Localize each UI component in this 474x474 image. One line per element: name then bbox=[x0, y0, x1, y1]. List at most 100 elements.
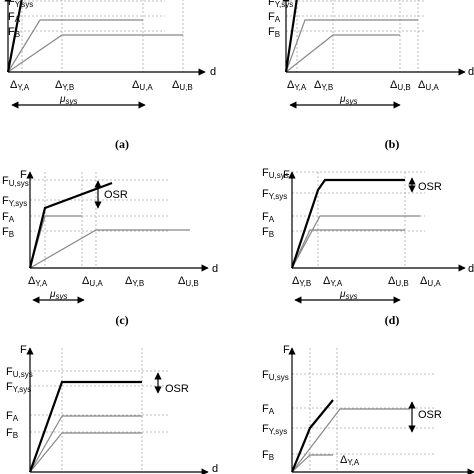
label-main: Δ bbox=[323, 275, 331, 287]
label: ΔY,A bbox=[340, 454, 360, 467]
label-main: Δ bbox=[314, 79, 322, 91]
label-main: F bbox=[8, 0, 15, 8]
label: FU,sys bbox=[262, 369, 289, 382]
label-sub: A bbox=[13, 414, 19, 423]
curve-system bbox=[290, 399, 334, 473]
curve-a bbox=[7, 19, 143, 73]
curve-b bbox=[29, 229, 190, 269]
label-sub: B bbox=[15, 30, 20, 39]
label: FB bbox=[262, 449, 274, 462]
label-main: F bbox=[268, 26, 275, 38]
curve-b bbox=[291, 229, 405, 269]
curve-a bbox=[285, 19, 418, 73]
label: ΔY,B bbox=[125, 275, 144, 288]
curve-a bbox=[291, 215, 420, 269]
label: ΔY,A bbox=[287, 79, 307, 92]
label-sub: U,A bbox=[89, 279, 103, 288]
label: μsys bbox=[49, 289, 67, 301]
curve-b bbox=[7, 34, 183, 73]
label-main: F bbox=[262, 188, 269, 200]
label-sub: Y,A bbox=[330, 279, 343, 288]
curve-b bbox=[291, 454, 333, 473]
label-sub: Y,A bbox=[347, 458, 360, 467]
label: ΔU,B bbox=[172, 79, 193, 92]
label-sub: A bbox=[269, 407, 275, 416]
label-sub: Y,sys bbox=[13, 385, 32, 394]
label-sub: Y,B bbox=[62, 83, 74, 92]
label-main: F bbox=[8, 26, 15, 38]
label-main: F bbox=[262, 449, 269, 461]
curve-system bbox=[6, 0, 23, 73]
axis-label: d bbox=[468, 66, 474, 78]
label-sub: Y,sys bbox=[269, 427, 288, 436]
label: FA bbox=[268, 11, 281, 24]
label-main: Δ bbox=[292, 275, 300, 287]
label-sub: sys bbox=[345, 97, 357, 106]
label: FA bbox=[262, 403, 275, 416]
label-sub: U,A bbox=[425, 83, 439, 92]
label-main: Δ bbox=[82, 275, 90, 287]
curve-b bbox=[29, 432, 142, 473]
label-main: F bbox=[6, 381, 13, 393]
label-sub: U,sys bbox=[9, 179, 29, 188]
label-main: μ bbox=[339, 289, 346, 300]
label-main: F bbox=[262, 226, 269, 238]
label: FY,sys bbox=[262, 188, 287, 201]
axis-label: F bbox=[20, 169, 27, 181]
label-sub: A bbox=[269, 215, 275, 224]
label-sub: A bbox=[15, 15, 21, 24]
caption: (b) bbox=[385, 137, 400, 151]
label-main: Δ bbox=[178, 275, 186, 287]
label-sub: A bbox=[9, 215, 15, 224]
label: ΔU,A bbox=[420, 275, 441, 288]
label: FB bbox=[8, 26, 20, 39]
label-sub: B bbox=[269, 230, 274, 239]
label-main: F bbox=[262, 423, 269, 435]
label-main: Δ bbox=[388, 275, 396, 287]
curve-b bbox=[285, 34, 400, 73]
label-sub: A bbox=[275, 15, 281, 24]
label: ΔY,A bbox=[10, 79, 30, 92]
label: ΔU,A bbox=[132, 79, 153, 92]
label: FY,sys bbox=[6, 381, 31, 394]
label-main: Δ bbox=[418, 79, 426, 91]
label-main: F bbox=[262, 403, 269, 415]
label-main: F bbox=[2, 175, 9, 187]
label-sub: Y,A bbox=[294, 83, 307, 92]
label-main: Δ bbox=[10, 79, 18, 91]
label: ΔY,B bbox=[292, 275, 311, 288]
curve-system bbox=[28, 181, 113, 269]
label: FA bbox=[262, 211, 275, 224]
label: ΔY,A bbox=[28, 275, 48, 288]
axis-label: d bbox=[468, 263, 474, 275]
label-sub: Y,A bbox=[17, 83, 30, 92]
label-main: Δ bbox=[28, 275, 36, 287]
label-sub: Y,sys bbox=[269, 192, 288, 201]
label-sub: U,B bbox=[395, 279, 408, 288]
label: FA bbox=[6, 410, 19, 423]
label: μsys bbox=[339, 289, 357, 301]
axis-label: F bbox=[20, 344, 27, 356]
label-sub: U,A bbox=[139, 83, 153, 92]
label: FB bbox=[2, 226, 14, 239]
label-main: Δ bbox=[125, 275, 133, 287]
label: FB bbox=[268, 26, 280, 39]
caption: (c) bbox=[115, 313, 128, 327]
label-main: Δ bbox=[172, 79, 180, 91]
label: FY,sys bbox=[8, 0, 33, 9]
label: FB bbox=[6, 427, 18, 440]
label: FA bbox=[8, 11, 21, 24]
label-main: F bbox=[6, 427, 13, 439]
label-main: Δ bbox=[132, 79, 140, 91]
label-main: F bbox=[6, 366, 13, 378]
label-sub: B bbox=[13, 431, 18, 440]
curve-a bbox=[29, 415, 142, 473]
label-main: F bbox=[262, 369, 269, 381]
label-main: F bbox=[2, 226, 9, 238]
label: FY,sys bbox=[2, 195, 27, 208]
label-sub: B bbox=[275, 30, 280, 39]
label-sub: Y,sys bbox=[275, 0, 294, 9]
label-sub: U,sys bbox=[13, 370, 33, 379]
label: FY,sys bbox=[268, 0, 293, 9]
